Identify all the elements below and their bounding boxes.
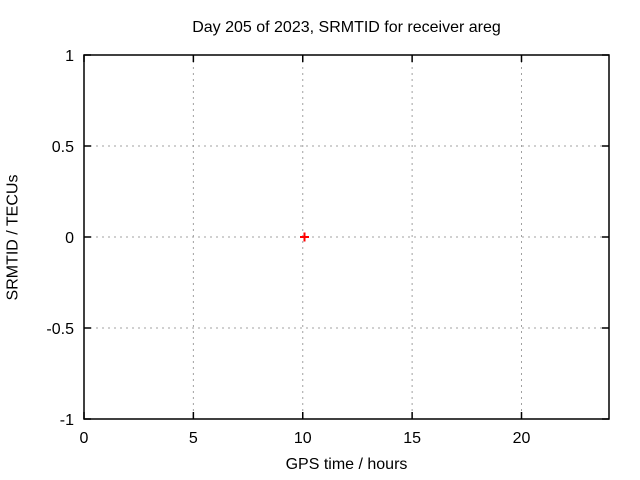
data-point-marker: [300, 232, 309, 242]
x-tick-label: 10: [294, 430, 312, 447]
x-tick-label: 5: [189, 430, 198, 447]
x-tick-label: 20: [513, 430, 531, 447]
x-axis-label: GPS time / hours: [285, 456, 408, 473]
y-tick-label: 0: [65, 230, 74, 247]
y-tick-label: -0.5: [46, 321, 74, 338]
x-tick-label: 0: [80, 430, 89, 447]
y-tick-label: 0.5: [52, 139, 74, 156]
chart-title: Day 205 of 2023, SRMTID for receiver are…: [192, 19, 501, 36]
y-tick-label: 1: [65, 48, 74, 65]
x-tick-label: 15: [403, 430, 421, 447]
y-tick-label: -1: [60, 412, 74, 429]
